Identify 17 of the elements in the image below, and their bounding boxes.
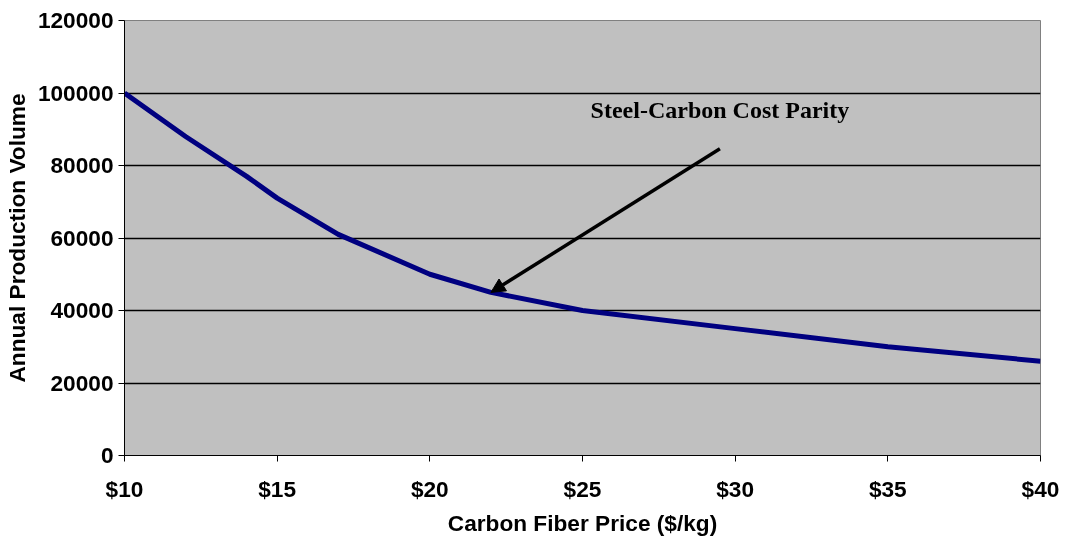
- y-axis-title: Annual Production Volume: [3, 93, 30, 383]
- y-tick-label: 60000: [50, 224, 114, 251]
- x-tick-label: $40: [1021, 475, 1060, 502]
- x-tick-label: $20: [410, 475, 449, 502]
- y-tick-label: 100000: [37, 79, 114, 106]
- x-tick-label: $35: [868, 475, 907, 502]
- y-tick-label: 0: [100, 442, 114, 468]
- y-tick-label: 20000: [50, 369, 114, 396]
- y-tick-label: 40000: [50, 297, 114, 323]
- annotation: Steel-Carbon Cost Parity: [590, 96, 850, 123]
- y-tick-label: 80000: [50, 152, 114, 178]
- x-tick-label: $10: [105, 475, 144, 502]
- x-tick-label: $25: [563, 475, 602, 502]
- x-tick-label: $15: [258, 475, 297, 502]
- y-tick-label: 120000: [37, 7, 114, 33]
- x-axis-title: Carbon Fiber Price ($/kg): [447, 509, 718, 536]
- x-tick-label: $30: [716, 475, 755, 502]
